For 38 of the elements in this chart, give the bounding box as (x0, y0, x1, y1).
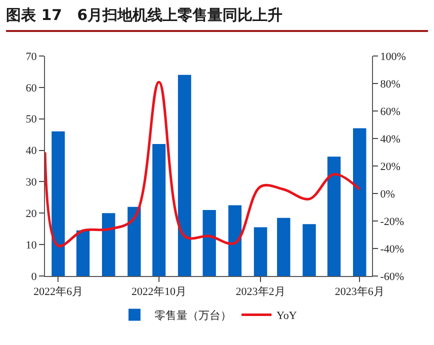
y-tick-label: 30 (26, 176, 38, 189)
y-tick-label: 60 (26, 82, 38, 94)
x-tick-label: 2023年2月 (236, 286, 286, 298)
bar (178, 74, 192, 276)
bar (277, 218, 290, 276)
chart-title: 图表 17 6月扫地机线上零售量同比上升 (6, 6, 284, 26)
y-tick-label: 50 (26, 114, 38, 126)
bar (128, 206, 141, 276)
y-tick-label: 0 (31, 270, 38, 283)
legend-label: YoY (276, 310, 297, 322)
y2-tick-label: 80% (380, 78, 400, 90)
bar (152, 144, 166, 276)
legend-label: 零售量（万台） (154, 308, 232, 322)
y-tick-label: 70 (26, 50, 38, 63)
bar (52, 131, 65, 276)
bar (327, 156, 341, 276)
y-tick-label: 20 (26, 208, 38, 220)
y2-tick-label: 0% (380, 188, 395, 200)
x-tick-label: 2023年6月 (334, 286, 384, 298)
y2-tick-label: 20% (380, 160, 400, 173)
bar (102, 213, 116, 276)
x-tick-label: 2022年6月 (33, 286, 83, 298)
y-tick-label: 40 (26, 145, 38, 158)
y-tick-label: 10 (26, 239, 38, 252)
line-series (45, 80, 361, 248)
bar (228, 205, 242, 276)
y2-tick-label: -60% (380, 270, 404, 283)
bar (202, 210, 216, 276)
x-tick-label: 2022年10月 (131, 286, 186, 298)
y2-tick-label: 40% (380, 133, 400, 146)
bar (254, 227, 268, 276)
y2-tick-label: -40% (380, 243, 404, 256)
bar (353, 128, 366, 276)
y2-tick-label: 60% (380, 106, 400, 118)
y2-tick-label: 100% (380, 50, 406, 63)
bar (76, 230, 90, 276)
y2-tick-label: -20% (380, 216, 404, 228)
bar (302, 224, 316, 276)
